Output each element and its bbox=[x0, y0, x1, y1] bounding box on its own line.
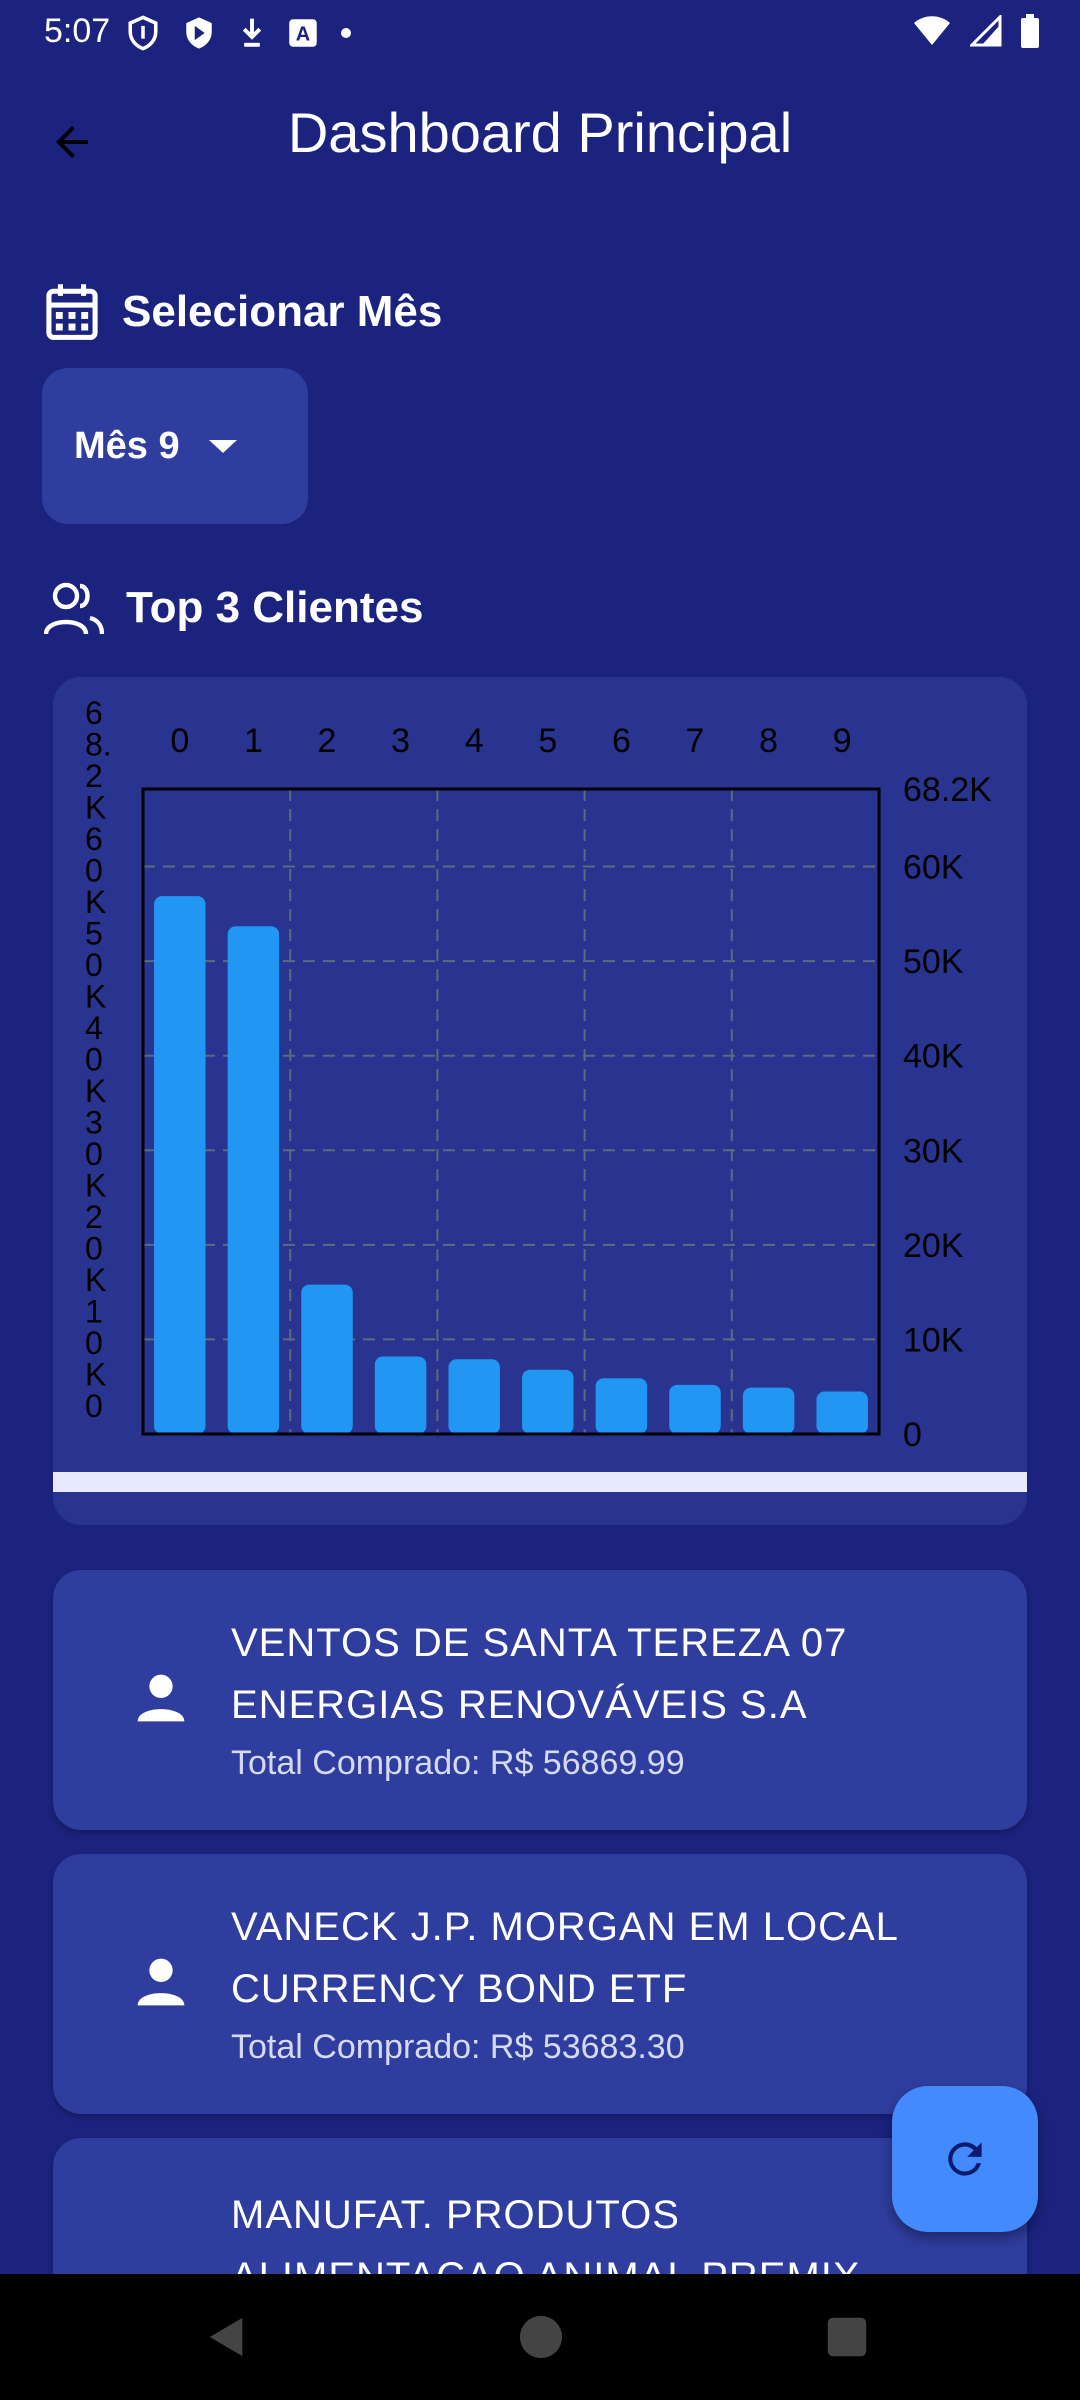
x-tick-label: 9 bbox=[833, 722, 852, 760]
x-tick-label: 3 bbox=[391, 722, 410, 760]
chart-bar bbox=[374, 1356, 427, 1434]
x-tick-label: 0 bbox=[170, 722, 189, 760]
x-tick-label: 7 bbox=[686, 722, 705, 760]
chart-bar bbox=[448, 1359, 500, 1434]
chart-bar bbox=[595, 1378, 648, 1434]
y-tick-label-right: 30K bbox=[903, 1132, 964, 1170]
download-icon bbox=[242, 18, 262, 47]
people-icon bbox=[44, 582, 104, 635]
navigation-bar bbox=[0, 2274, 1080, 2400]
x-tick-label: 6 bbox=[612, 722, 631, 760]
x-tick-label: 1 bbox=[244, 722, 263, 760]
client-card[interactable]: VANECK J.P. MORGAN EM LOCAL CURRENCY BOND… bbox=[53, 1854, 1027, 2114]
app-bar: Dashboard Principal bbox=[0, 64, 1080, 204]
y-tick-label-left: K bbox=[85, 1357, 106, 1393]
status-bar: 5:07 A bbox=[0, 0, 1080, 64]
person-icon bbox=[137, 1958, 185, 2006]
y-tick-label-left: 8. bbox=[85, 727, 112, 763]
y-tick-label-left: 0 bbox=[85, 1388, 103, 1424]
client-name: VENTOS DE SANTA TEREZA 07 ENERGIAS RENOVÁ… bbox=[231, 1621, 848, 1727]
clients-section-header: Top 3 Clientes bbox=[44, 580, 423, 636]
person-icon bbox=[137, 1674, 185, 1722]
x-axis-label-band bbox=[53, 1472, 1027, 1492]
refresh-icon bbox=[948, 2142, 982, 2176]
y-tick-label-right: 50K bbox=[903, 943, 964, 981]
y-tick-label-left: 0 bbox=[85, 853, 103, 889]
chart-bar bbox=[154, 896, 206, 1434]
back-button[interactable] bbox=[36, 106, 108, 178]
y-tick-label-left: 0 bbox=[85, 947, 103, 983]
chart-bar bbox=[301, 1284, 353, 1434]
y-tick-label-left: 5 bbox=[85, 916, 103, 952]
month-dropdown-value: Mês 9 bbox=[74, 424, 180, 467]
signal-icon bbox=[970, 15, 1002, 47]
play-store-icon bbox=[186, 17, 212, 49]
y-tick-label-left: 4 bbox=[85, 1010, 103, 1046]
y-tick-label-left: 6 bbox=[85, 821, 103, 857]
y-tick-label-right: 10K bbox=[903, 1321, 964, 1359]
y-tick-label-left: 2 bbox=[85, 758, 103, 794]
client-card[interactable]: VENTOS DE SANTA TEREZA 07 ENERGIAS RENOVÁ… bbox=[53, 1570, 1027, 1830]
chart-bar bbox=[669, 1384, 721, 1434]
month-section-header: Selecionar Mês bbox=[44, 282, 442, 342]
system-icons bbox=[912, 14, 1040, 48]
calendar-icon bbox=[46, 284, 98, 340]
y-tick-label-right: 68.2K bbox=[903, 771, 992, 809]
client-name: VANECK J.P. MORGAN EM LOCAL CURRENCY BOND… bbox=[231, 1905, 899, 2011]
clients-section-title: Top 3 Clientes bbox=[126, 583, 424, 632]
x-tick-label: 8 bbox=[759, 722, 778, 760]
y-tick-label-left: 3 bbox=[85, 1105, 103, 1141]
y-tick-label-right: 0 bbox=[903, 1416, 922, 1454]
y-tick-label-left: 0 bbox=[85, 1042, 103, 1078]
y-tick-label-left: 1 bbox=[85, 1294, 103, 1330]
y-tick-label-left: K bbox=[85, 884, 106, 920]
y-tick-label-left: 0 bbox=[85, 1136, 103, 1172]
y-tick-label-left: 0 bbox=[85, 1325, 103, 1361]
y-tick-label-right: 40K bbox=[903, 1038, 964, 1076]
y-tick-label-left: K bbox=[85, 790, 106, 826]
y-tick-label-right: 20K bbox=[903, 1227, 964, 1265]
back-nav-icon[interactable] bbox=[204, 2314, 250, 2360]
chart-bar bbox=[742, 1387, 795, 1434]
client-total: Total Comprado: R$ 56869.99 bbox=[231, 1744, 685, 1782]
home-nav-icon[interactable] bbox=[518, 2314, 564, 2360]
y-tick-label-left: 0 bbox=[85, 1231, 103, 1267]
x-tick-label: 5 bbox=[538, 722, 557, 760]
recents-nav-icon[interactable] bbox=[826, 2316, 868, 2358]
dropdown-arrow-icon bbox=[208, 440, 237, 453]
status-time: 5:07 bbox=[44, 12, 111, 50]
x-tick-label: 4 bbox=[465, 722, 484, 760]
chart-svg: 0 1 2 3 4 5 6 7 8 968.2K60K50K40K30K20K10K068.2K6… bbox=[53, 695, 1027, 1492]
arrow-back-icon bbox=[56, 126, 88, 158]
y-tick-label-left: 6 bbox=[85, 695, 103, 731]
y-tick-label-left: K bbox=[85, 979, 106, 1015]
shield-icon bbox=[128, 15, 158, 51]
wifi-icon bbox=[914, 16, 950, 45]
y-tick-label-right: 60K bbox=[903, 849, 964, 887]
chart-bar bbox=[522, 1369, 574, 1434]
clients-bar-chart: 0 1 2 3 4 5 6 7 8 9 68.2K 60K 50K 40K 30K 20K 10K 0 6 8. 2 K 6… bbox=[53, 677, 1027, 1525]
x-tick-label: 2 bbox=[318, 722, 337, 760]
y-tick-label-left: K bbox=[85, 1168, 106, 1204]
month-dropdown[interactable]: Mês 9 bbox=[42, 368, 308, 524]
y-tick-label-left: K bbox=[85, 1073, 106, 1109]
svg-text:A: A bbox=[296, 24, 310, 46]
refresh-button[interactable] bbox=[892, 2086, 1038, 2232]
notification-icons: A bbox=[126, 14, 352, 52]
battery-icon bbox=[1021, 14, 1039, 48]
client-total: Total Comprado: R$ 53683.30 bbox=[231, 2028, 685, 2066]
month-section-title: Selecionar Mês bbox=[122, 287, 443, 336]
page-title: Dashboard Principal bbox=[287, 101, 793, 164]
dot-icon bbox=[341, 28, 351, 38]
y-tick-label-left: K bbox=[85, 1262, 106, 1298]
chart-bar bbox=[227, 926, 280, 1434]
plot-border bbox=[141, 787, 881, 1436]
y-tick-label-left: 2 bbox=[85, 1199, 103, 1235]
keyboard-a-icon: A bbox=[289, 19, 317, 47]
chart-bar bbox=[816, 1391, 868, 1434]
